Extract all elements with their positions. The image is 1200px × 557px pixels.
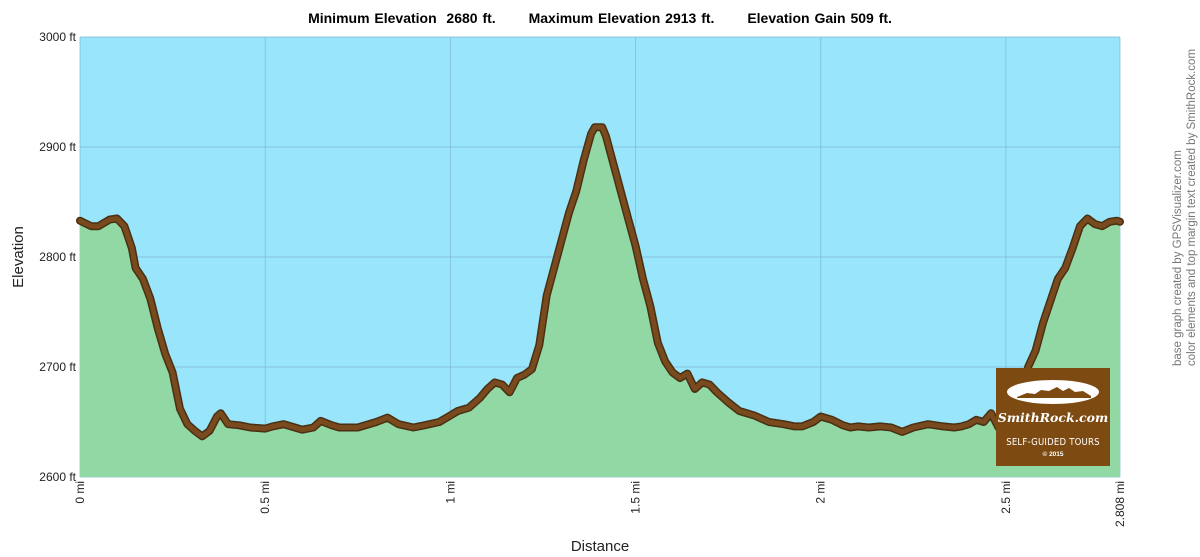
x-axis-label: Distance [571, 538, 629, 555]
min-elevation-label: Minimum Elevation 2680 ft. [308, 10, 496, 26]
y-tick-label-4: 3000 ft [39, 30, 76, 44]
x-tick-label-2: 1 mi [443, 481, 457, 504]
elevation-line [77, 124, 1123, 439]
x-axis-ticks: 0 mi 0.5 mi 1 mi 1.5 mi 2 mi 2.5 mi 2.808 mi [73, 481, 1127, 527]
x-tick-label-0: 0 mi [73, 481, 87, 504]
y-axis-label: Elevation [10, 226, 27, 288]
elevation-fill [80, 127, 1120, 477]
y-tick-label-3: 2900 ft [39, 140, 76, 154]
y-axis-ticks: 2600 ft 2700 ft 2800 ft 2900 ft 3000 ft [39, 30, 76, 484]
elevation-gain-label: Elevation Gain 509 ft. [747, 10, 892, 26]
smithrock-badge[interactable]: SmithRock.com SELF-GUIDED TOURS © 2015 [996, 368, 1110, 466]
x-tick-label-1: 0.5 mi [258, 481, 272, 514]
x-tick-label-6: 2.808 mi [1113, 481, 1127, 527]
rock-logo-icon [1007, 380, 1099, 404]
y-tick-label-1: 2700 ft [39, 360, 76, 374]
elevation-area [80, 127, 1120, 477]
credit-line-1: base graph created by GPSVisualizer.com [1172, 150, 1184, 366]
y-tick-label-2: 2800 ft [39, 250, 76, 264]
y-tick-label-0: 2600 ft [39, 470, 76, 484]
chart-header: Minimum Elevation 2680 ft. Maximum Eleva… [0, 10, 1200, 26]
badge-tours: SELF-GUIDED TOURS [1006, 437, 1100, 448]
x-tick-label-5: 2.5 mi [999, 481, 1013, 514]
badge-copyright: © 2015 [1042, 451, 1064, 458]
elevation-line-group [76, 123, 1124, 441]
x-tick-label-4: 2 mi [814, 481, 828, 504]
max-elevation-label: Maximum Elevation 2913 ft. [528, 10, 715, 26]
badge-brand: SmithRock.com [997, 410, 1109, 425]
credit-line-2: color elements and top margin text creat… [1186, 48, 1198, 366]
x-tick-label-3: 1.5 mi [629, 481, 643, 514]
credits-area: base graph created by GPSVisualizer.com … [1140, 30, 1200, 470]
